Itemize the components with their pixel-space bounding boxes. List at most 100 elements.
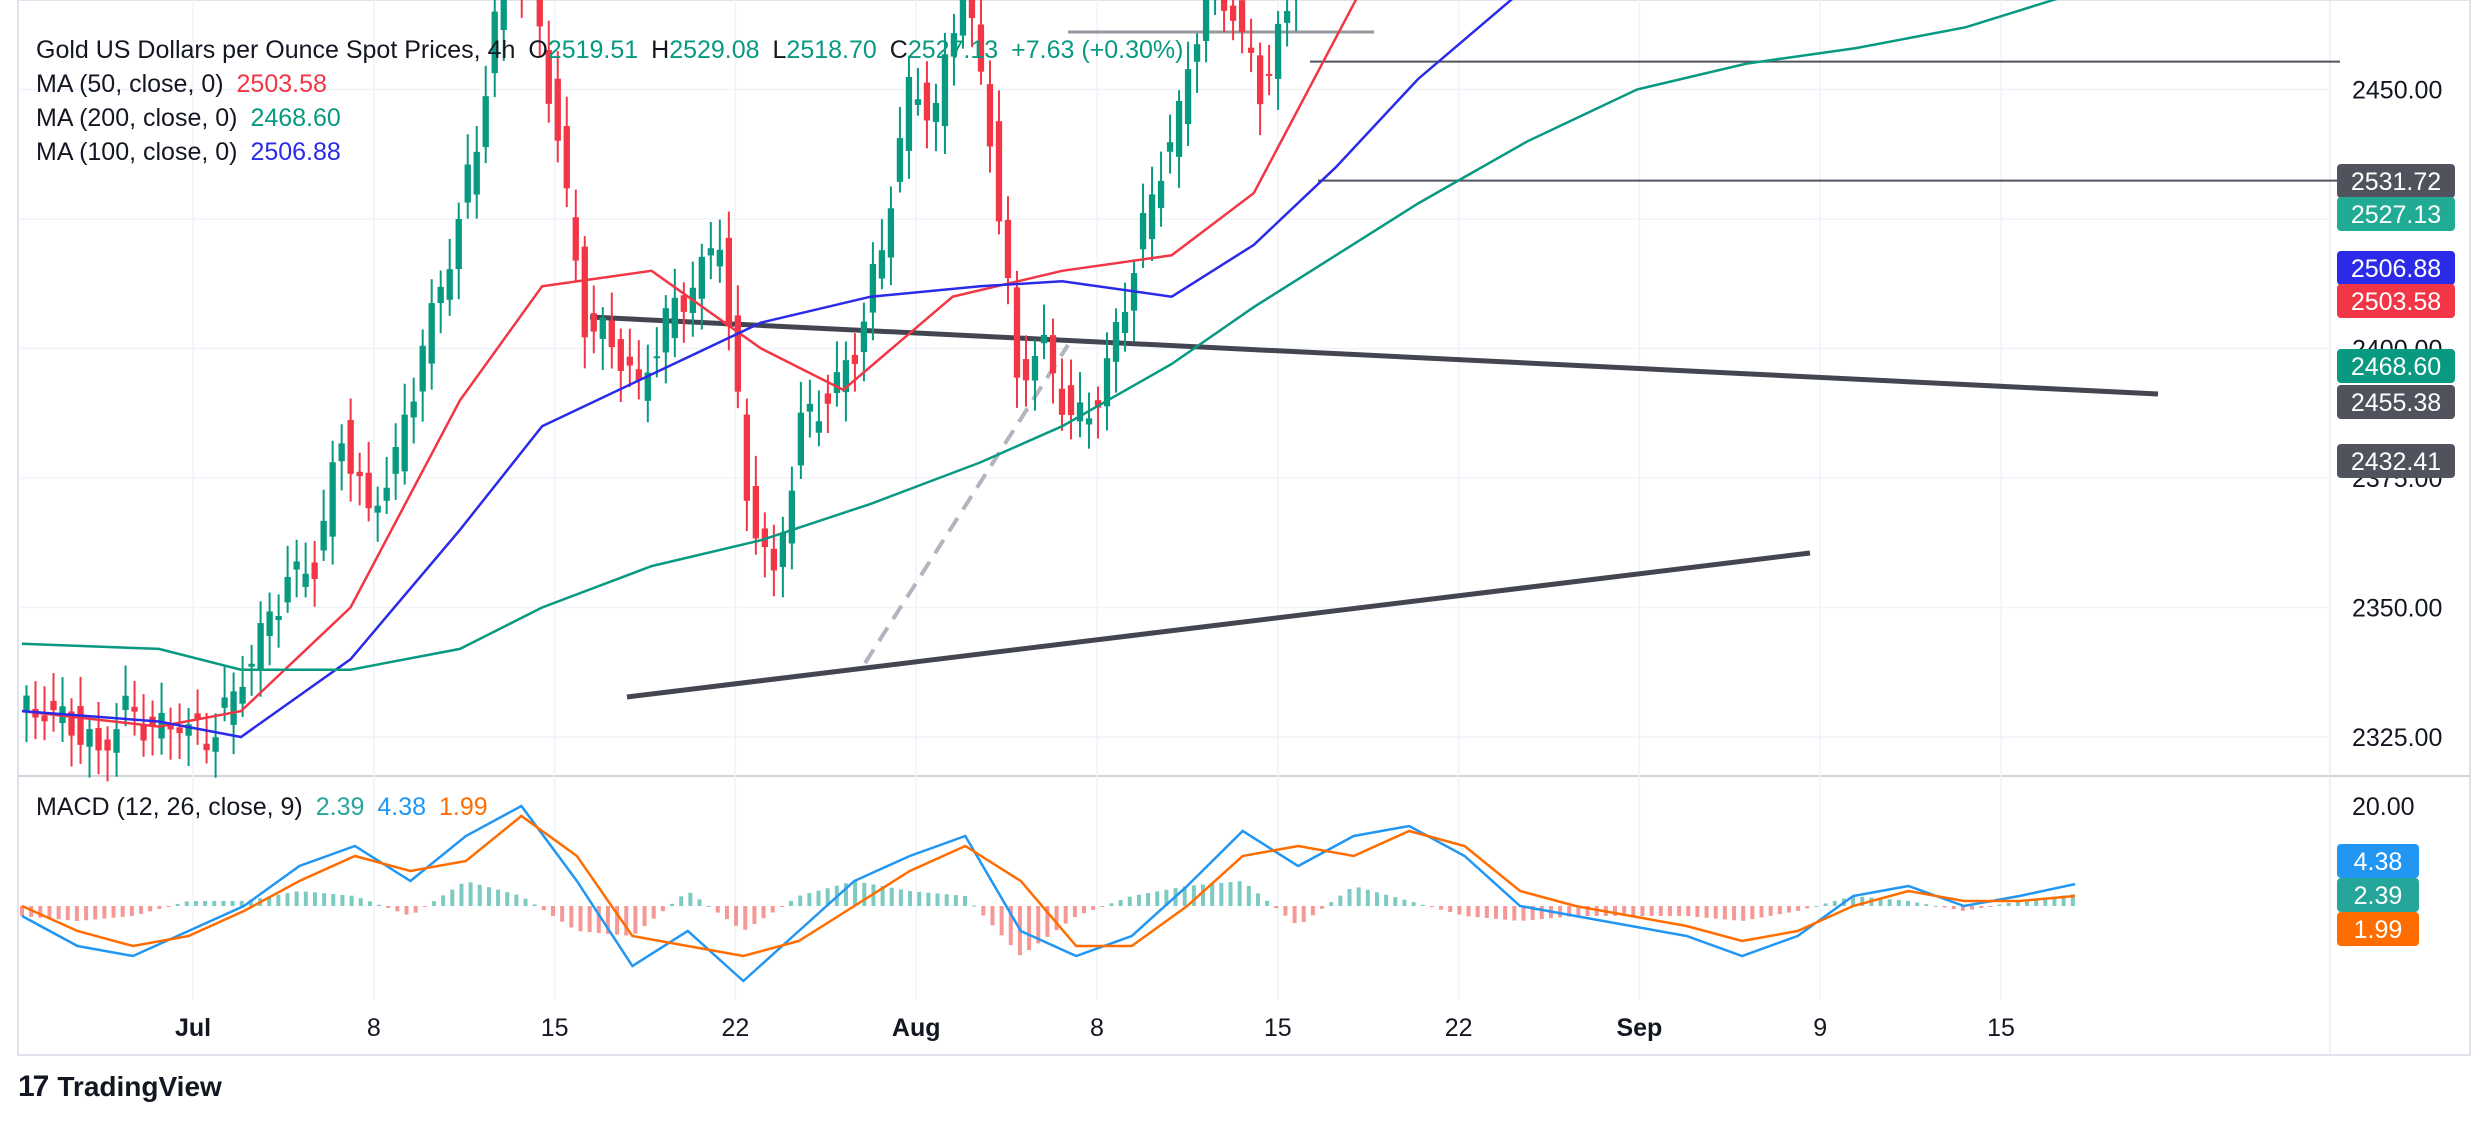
macd-histogram-bar bbox=[569, 906, 574, 928]
candle-body bbox=[1049, 335, 1057, 374]
price-label-text: 2432.41 bbox=[2351, 448, 2441, 476]
macd-histogram-bar bbox=[1741, 906, 1746, 921]
macd-histogram-bar bbox=[1887, 899, 1892, 906]
macd-histogram-bar bbox=[1402, 899, 1407, 906]
fibonacci-retracement[interactable]: 0.786 (2570.80)0.618 (2549.74)0.5 (2534.… bbox=[873, 0, 1374, 34]
ma50-legend[interactable]: MA (50, close, 0) 2503.58 bbox=[36, 70, 333, 99]
macd-histogram-bar bbox=[633, 906, 638, 934]
macd-histogram-bar bbox=[1384, 894, 1389, 906]
macd-histogram-bar bbox=[1329, 902, 1334, 906]
macd-histogram-bar bbox=[1429, 906, 1434, 908]
macd-histogram-bar bbox=[962, 895, 967, 906]
open-label: O bbox=[528, 36, 548, 64]
axes: 2450.002425.002400.002375.002350.002325.… bbox=[175, 77, 2455, 1042]
macd-histogram-bar bbox=[1475, 906, 1480, 918]
candle-body bbox=[1076, 402, 1084, 422]
candle-body bbox=[212, 737, 219, 752]
macd-histogram-bar bbox=[358, 898, 363, 906]
price-label-tag bbox=[2337, 164, 2455, 198]
candle-body bbox=[356, 471, 363, 477]
candle-body bbox=[68, 711, 75, 736]
macd-legend[interactable]: MACD (12, 26, close, 9) 2.39 4.38 1.99 bbox=[36, 793, 494, 822]
macd-histogram-bar bbox=[1915, 902, 1920, 906]
macd-histogram-bar bbox=[450, 889, 455, 906]
price-label-tag bbox=[2337, 284, 2455, 318]
candle-body bbox=[788, 490, 796, 544]
macd-histogram-bar bbox=[1082, 906, 1087, 914]
macd-histogram-bar bbox=[898, 889, 903, 906]
macd-histogram-bar bbox=[1951, 906, 1956, 910]
candle-body bbox=[626, 356, 633, 366]
ma-line bbox=[21, 0, 2058, 671]
macd-histogram-bar bbox=[1503, 906, 1508, 920]
macd-histogram-bar bbox=[1823, 903, 1828, 906]
macd-histogram-bar bbox=[651, 906, 656, 919]
macd-histogram-bar bbox=[1851, 896, 1856, 906]
macd-histogram-bar bbox=[1677, 906, 1682, 916]
macd-label-tag bbox=[2337, 878, 2419, 912]
macd-histogram-bar bbox=[349, 895, 354, 906]
macd-histogram-bar bbox=[1997, 904, 2002, 906]
candle-body bbox=[635, 369, 642, 381]
macd-histogram-bar bbox=[1100, 906, 1105, 907]
trendlines[interactable] bbox=[589, 314, 2159, 700]
candle-body bbox=[194, 713, 201, 719]
macd-histogram-bar bbox=[917, 891, 922, 906]
macd-histogram-bar bbox=[139, 906, 144, 914]
macd-histogram-bar bbox=[2052, 896, 2057, 906]
macd-histogram-bar bbox=[1265, 900, 1270, 906]
macd-histogram-bar bbox=[1622, 906, 1627, 916]
macd-pane bbox=[20, 804, 2076, 983]
macd-histogram-bar bbox=[1613, 906, 1618, 916]
macd-histogram-bar bbox=[2025, 900, 2030, 906]
candle-body bbox=[329, 462, 336, 537]
candle-body bbox=[959, 0, 967, 36]
candle-body bbox=[419, 345, 426, 392]
macd-histogram-bar bbox=[1796, 906, 1801, 911]
macd-signal-line bbox=[21, 814, 2076, 958]
candle-body bbox=[1256, 55, 1264, 105]
macd-histogram-bar bbox=[1027, 906, 1032, 950]
candle-body bbox=[311, 562, 318, 579]
macd-histogram-bar bbox=[175, 903, 180, 906]
candle-body bbox=[338, 443, 345, 462]
macd-histogram-bar bbox=[1558, 906, 1563, 918]
macd-histogram-bar bbox=[999, 906, 1004, 936]
ma200-legend[interactable]: MA (200, close, 0) 2468.60 bbox=[36, 104, 347, 133]
close-value: 2527.13 bbox=[907, 36, 999, 64]
macd-histogram-bar bbox=[65, 906, 70, 921]
candle-body bbox=[1139, 213, 1147, 250]
candle-body bbox=[410, 401, 417, 418]
candle-body bbox=[1031, 355, 1039, 381]
candle-body bbox=[185, 724, 192, 736]
macd-histogram-bar bbox=[74, 906, 79, 921]
macd-histogram-bar bbox=[1658, 906, 1663, 916]
macd-histogram-bar bbox=[431, 901, 436, 906]
candle-body bbox=[428, 303, 435, 364]
macd-histogram-bar bbox=[1164, 889, 1169, 906]
price-label-text: 2503.58 bbox=[2351, 288, 2441, 316]
macd-histogram-bar bbox=[1493, 906, 1498, 919]
tradingview-brand[interactable]: 17 TradingView bbox=[18, 1070, 222, 1104]
macd-histogram-bar bbox=[1365, 889, 1370, 906]
descending-trendline bbox=[589, 314, 2159, 397]
macd-histogram-bar bbox=[1338, 895, 1343, 906]
ma200-label: MA (200, close, 0) bbox=[36, 104, 238, 132]
macd-histogram-bar bbox=[1832, 900, 1837, 906]
macd-histogram-bar bbox=[1722, 906, 1727, 920]
candle-body bbox=[806, 403, 814, 412]
horizontal-levels[interactable] bbox=[18, 0, 2340, 182]
ma100-legend[interactable]: MA (100, close, 0) 2506.88 bbox=[36, 138, 347, 167]
macd-histogram-bar bbox=[715, 906, 720, 913]
candle-body bbox=[869, 263, 877, 313]
macd-histogram-bar bbox=[1713, 906, 1718, 919]
macd-histogram-bar bbox=[1118, 900, 1123, 906]
ma100-value: 2506.88 bbox=[250, 138, 341, 166]
macd-histogram-bar bbox=[2015, 901, 2020, 906]
macd-histogram-bar bbox=[752, 906, 757, 924]
candle-body bbox=[86, 729, 93, 747]
time-tick-label: Jul bbox=[175, 1014, 211, 1042]
macd-histogram-bar bbox=[1860, 896, 1865, 906]
ohlc-low: L2518.70 bbox=[773, 36, 877, 64]
